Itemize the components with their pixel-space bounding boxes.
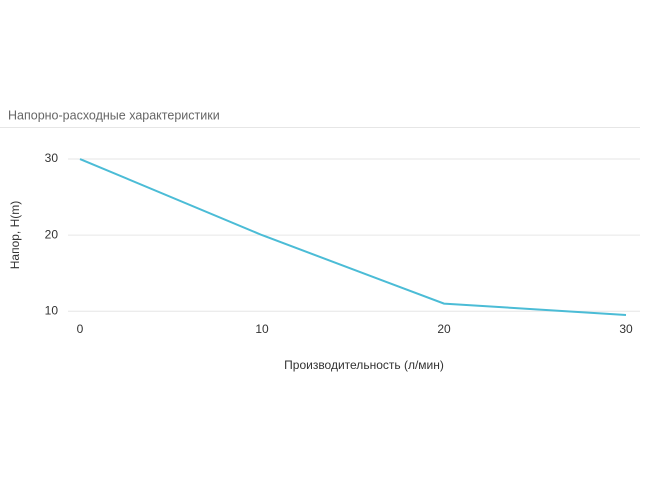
chart-title: Напорно-расходные характеристики: [8, 108, 220, 122]
y-tick-label: 20: [45, 227, 59, 241]
y-axis-label: Напор, H(m): [8, 201, 22, 270]
y-tick-label: 10: [45, 303, 59, 317]
x-tick-label: 0: [77, 322, 84, 336]
y-tick-label: 30: [45, 151, 59, 165]
x-tick-label: 10: [255, 322, 269, 336]
x-axis-label: Производительность (л/мин): [284, 358, 444, 372]
data-line: [79, 158, 627, 316]
x-tick-label: 20: [437, 322, 451, 336]
x-tick-label: 30: [619, 322, 633, 336]
